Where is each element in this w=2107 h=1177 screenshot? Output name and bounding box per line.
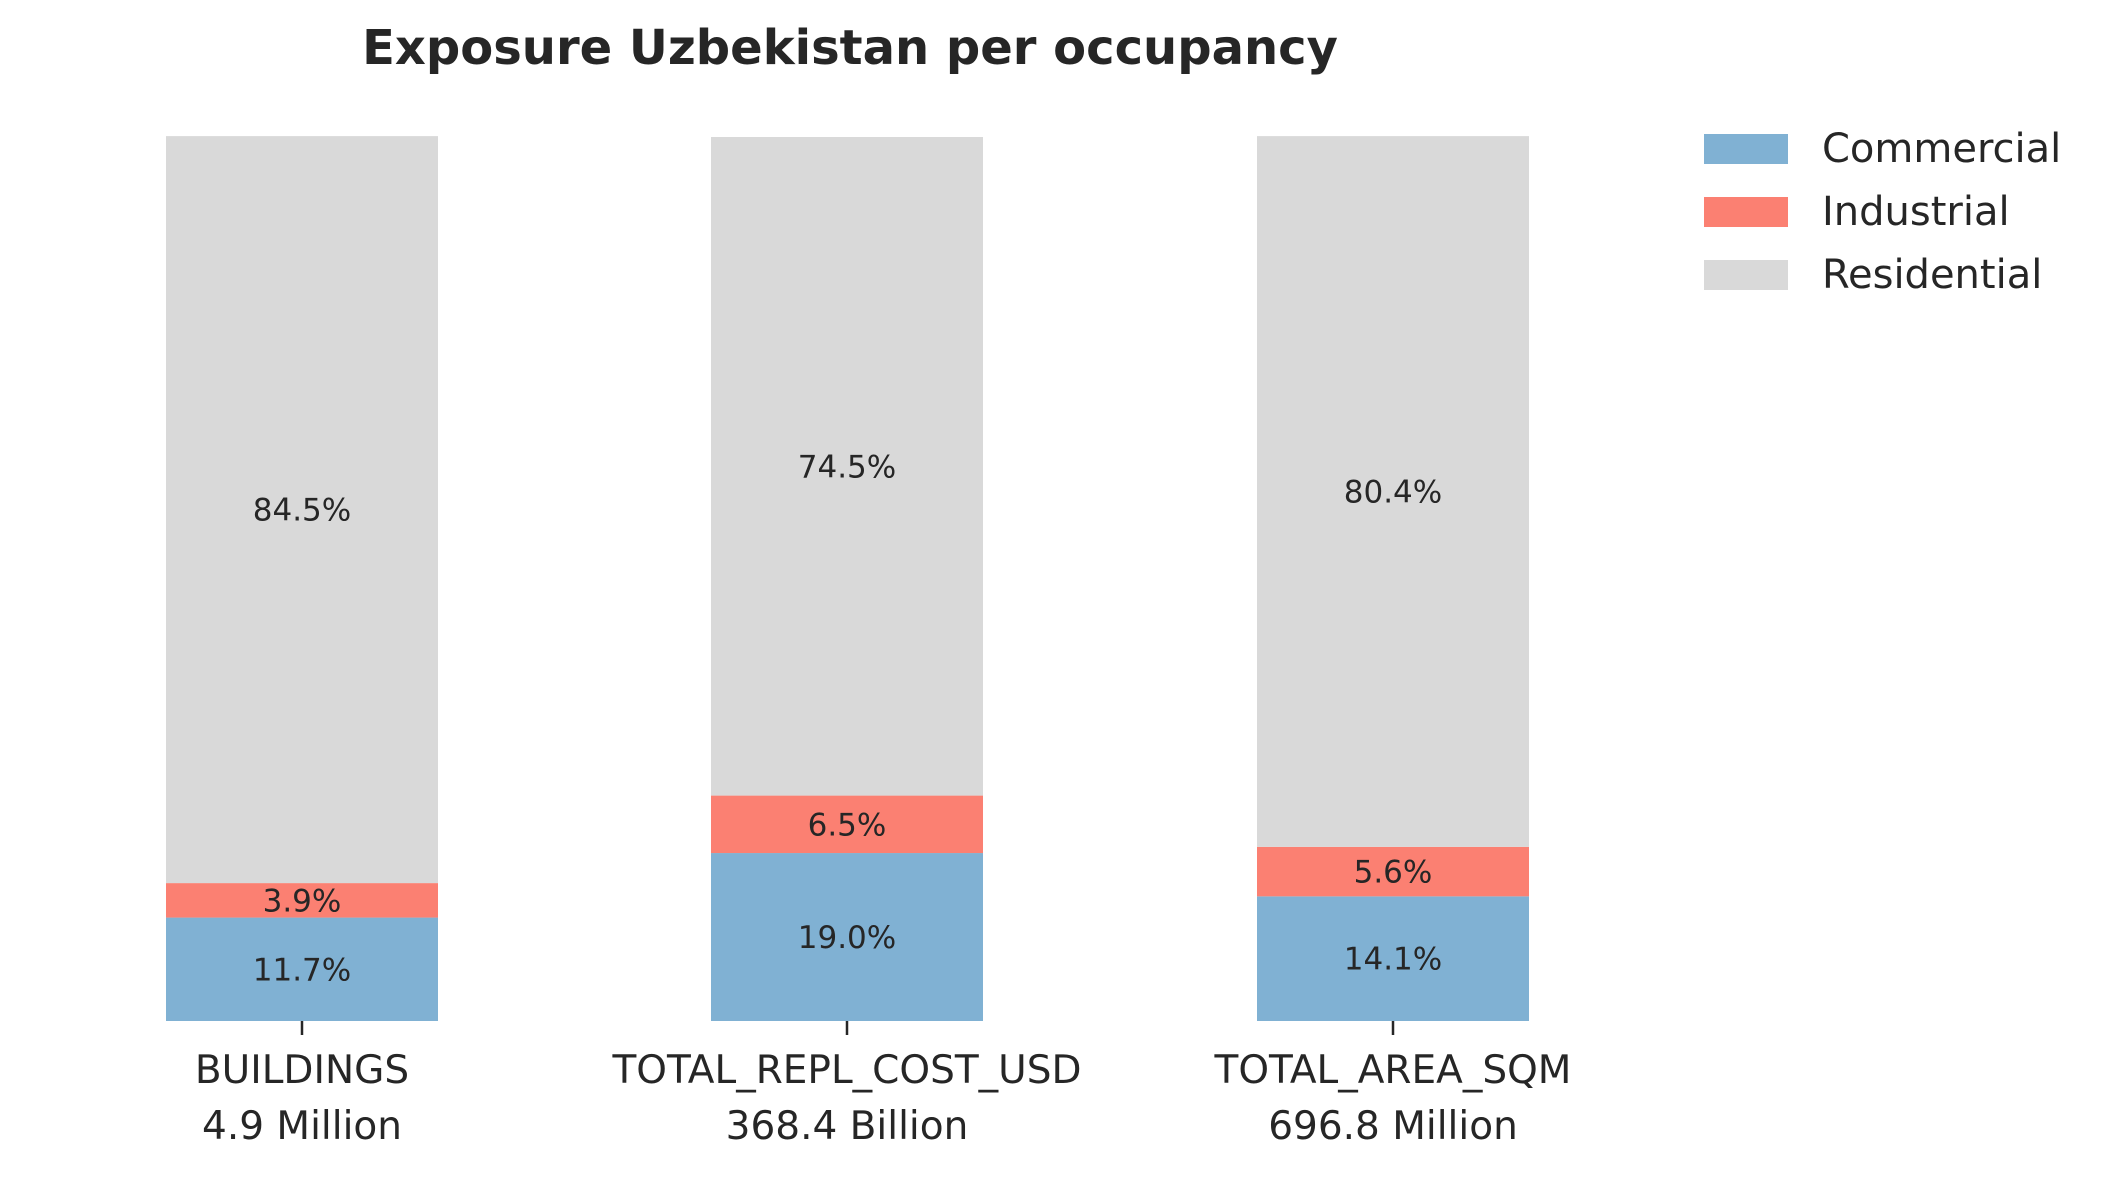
legend-label-industrial: Industrial [1822, 189, 2010, 235]
bar-segment-industrial-total-repl-cost-usd [711, 795, 983, 854]
bar-segment-residential-buildings [166, 136, 438, 884]
bar-segment-commercial-total-area-sqm [1257, 896, 1529, 1021]
data-label-industrial-total-repl-cost-usd: 6.5% [808, 807, 887, 843]
chart-title: Exposure Uzbekistan per occupancy [362, 20, 1338, 76]
x-total-label-buildings: 4.9 Million [202, 1104, 402, 1149]
legend-swatch-industrial [1704, 197, 1788, 227]
bar-segment-industrial-buildings [166, 883, 438, 918]
data-label-commercial-buildings: 11.7% [253, 952, 351, 988]
data-label-industrial-buildings: 3.9% [263, 883, 342, 919]
data-label-residential-buildings: 84.5% [253, 493, 351, 529]
data-label-industrial-total-area-sqm: 5.6% [1354, 855, 1433, 891]
data-label-residential-total-area-sqm: 80.4% [1344, 474, 1442, 510]
x-tick-label-buildings: BUILDINGS [195, 1048, 409, 1093]
x-total-label-total-repl-cost-usd: 368.4 Billion [726, 1104, 969, 1149]
bar-segment-commercial-buildings [166, 917, 438, 1021]
legend-label-commercial: Commercial [1822, 126, 2061, 172]
x-axis: BUILDINGS 4.9 Million TOTAL_REPL_COST_USD 3… [195, 1021, 1572, 1149]
x-tick-label-total-repl-cost-usd: TOTAL_REPL_COST_USD [611, 1048, 1081, 1093]
bar-segment-residential-total-area-sqm [1257, 136, 1529, 847]
data-label-commercial-total-area-sqm: 14.1% [1344, 942, 1442, 978]
legend-swatch-commercial [1704, 134, 1788, 164]
bar-segment-residential-total-repl-cost-usd [711, 137, 983, 796]
x-total-label-total-area-sqm: 696.8 Million [1268, 1104, 1518, 1149]
bars [166, 136, 1529, 1021]
bar-segment-commercial-total-repl-cost-usd [711, 853, 983, 1021]
bar-segment-industrial-total-area-sqm [1257, 846, 1529, 897]
segment-labels: 11.7% 3.9% 84.5% 19.0% 6.5% 74.5% 14.1% 5.6% 80.… [253, 449, 1442, 988]
x-tick-label-total-area-sqm: TOTAL_AREA_SQM [1214, 1048, 1572, 1093]
legend-label-residential: Residential [1822, 252, 2042, 298]
legend: Commercial Industrial Residential [1704, 126, 2061, 298]
data-label-residential-total-repl-cost-usd: 74.5% [798, 449, 896, 485]
data-label-commercial-total-repl-cost-usd: 19.0% [798, 920, 896, 956]
legend-swatch-residential [1704, 260, 1788, 290]
